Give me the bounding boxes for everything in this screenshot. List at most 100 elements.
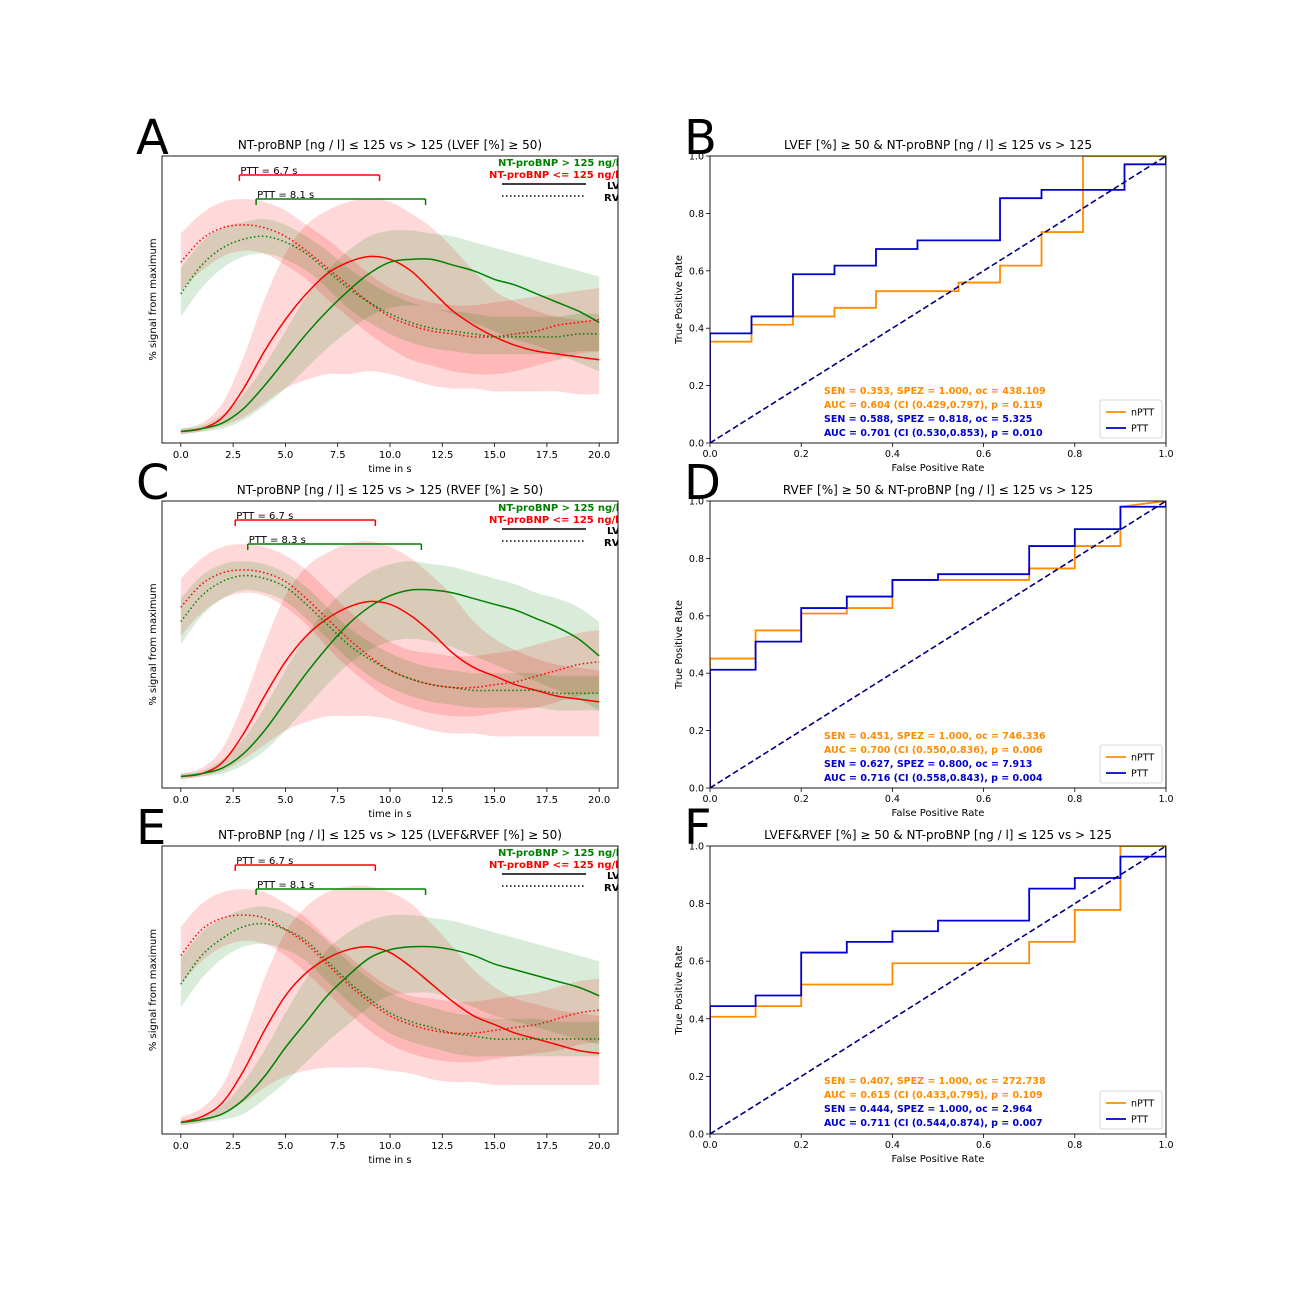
- x-tick-label: 5.0: [277, 450, 293, 461]
- x-tick-label: 0.4: [885, 794, 900, 805]
- x-tick-label: 0.8: [1067, 449, 1082, 460]
- chart-title: RVEF [%] ≥ 50 & NT-proBNP [ng / l] ≤ 125…: [783, 483, 1093, 497]
- panel-letter: E: [136, 800, 166, 856]
- legend-label: NT-proBNP <= 125 ng/l: [489, 170, 619, 181]
- axes-frame: [161, 500, 619, 789]
- panel-e: E NT-proBNP [ng / l] ≤ 125 vs > 125 (LVEF…: [136, 800, 620, 1166]
- panel-letter: F: [684, 800, 712, 856]
- stats-text: SEN = 0.451, SPEZ = 1.000, oc = 746.336: [824, 731, 1046, 742]
- rv-curve: [180, 922, 600, 1040]
- x-tick-label: 1.0: [1158, 794, 1173, 805]
- ptt-label: PTT = 8.1 s: [257, 190, 314, 201]
- y-tick-label: 0.0: [689, 784, 704, 795]
- x-axis-label: time in s: [368, 464, 411, 475]
- y-tick-label: 0.0: [689, 439, 704, 450]
- x-tick-label: 0.2: [794, 449, 809, 460]
- confidence-band: [180, 906, 600, 1057]
- plot-area: [180, 885, 600, 1126]
- axes-frame: [709, 845, 1167, 1135]
- legend-label: RV: [604, 538, 620, 549]
- x-tick-label: 17.5: [536, 795, 558, 806]
- x-tick-label: 20.0: [588, 1141, 610, 1152]
- stats-text: AUC = 0.701 (CI (0.530,0.853), p = 0.010: [824, 428, 1043, 439]
- y-tick-label: 0.2: [689, 1072, 704, 1083]
- x-tick-label: 5.0: [277, 795, 293, 806]
- legend: NT-proBNP > 125 ng/lNT-proBNP <= 125 ng/…: [489, 503, 620, 549]
- y-tick-label: 0.6: [689, 611, 704, 622]
- axes-frame: [709, 155, 1167, 444]
- y-tick-label: 0.4: [689, 669, 704, 680]
- x-tick-label: 20.0: [588, 450, 610, 461]
- roc-curve-ptt: [710, 846, 1166, 1134]
- x-tick-label: 7.5: [330, 795, 346, 806]
- panel-d: D RVEF [%] ≥ 50 & NT-proBNP [ng / l] ≤ 12…: [674, 455, 1174, 819]
- confidence-band: [180, 230, 600, 435]
- y-axis-label: True Positive Rate: [674, 600, 685, 690]
- legend: NT-proBNP > 125 ng/lNT-proBNP <= 125 ng/…: [489, 848, 620, 894]
- legend-label: nPTT: [1131, 408, 1154, 419]
- rv-curve: [180, 224, 600, 338]
- legend-label: RV: [604, 883, 620, 894]
- legend-label: PTT: [1131, 769, 1148, 780]
- y-tick-label: 0.6: [689, 266, 704, 277]
- chart-title: LVEF [%] ≥ 50 & NT-proBNP [ng / l] ≤ 125…: [784, 138, 1092, 152]
- legend-label: nPTT: [1131, 753, 1154, 764]
- confidence-band: [180, 885, 600, 1126]
- stats-text: SEN = 0.627, SPEZ = 0.800, oc = 7.913: [824, 759, 1032, 770]
- stats-text: AUC = 0.716 (CI (0.558,0.843), p = 0.004: [824, 773, 1043, 784]
- y-tick-label: 0.4: [689, 324, 704, 335]
- panel-a: A NT-proBNP [ng / l] ≤ 125 vs > 125 (LVEF…: [136, 110, 620, 475]
- stats-text: SEN = 0.444, SPEZ = 1.000, oc = 2.964: [824, 1104, 1033, 1115]
- plot-area: [710, 501, 1166, 788]
- y-tick-label: 1.0: [689, 842, 704, 853]
- x-tick-label: 0.6: [976, 449, 991, 460]
- y-axis-label: True Positive Rate: [674, 945, 685, 1035]
- x-tick-label: 0.0: [173, 1141, 189, 1152]
- roc-curve-ptt: [710, 501, 1166, 788]
- lv-curve: [180, 945, 600, 1124]
- x-tick-label: 20.0: [588, 795, 610, 806]
- lv-curve: [180, 588, 600, 778]
- stats-text: AUC = 0.615 (CI (0.433,0.795), p = 0.109: [824, 1090, 1043, 1101]
- legend-label: nPTT: [1131, 1099, 1154, 1110]
- legend-label: NT-proBNP > 125 ng/l: [498, 503, 619, 514]
- stats-text: AUC = 0.604 (CI (0.429,0.797), p = 0.119: [824, 400, 1043, 411]
- legend-label: PTT: [1131, 1115, 1148, 1126]
- x-tick-label: 0.6: [976, 1140, 991, 1151]
- confidence-band: [180, 219, 600, 355]
- legend-label: RV: [604, 193, 620, 204]
- panel-b: B LVEF [%] ≥ 50 & NT-proBNP [ng / l] ≤ 12…: [674, 110, 1174, 474]
- confidence-band: [180, 561, 600, 711]
- lv-curve: [180, 258, 600, 433]
- x-tick-label: 12.5: [431, 450, 453, 461]
- stats-text: AUC = 0.711 (CI (0.544,0.874), p = 0.007: [824, 1118, 1043, 1129]
- x-tick-label: 12.5: [431, 795, 453, 806]
- x-tick-label: 10.0: [379, 450, 401, 461]
- stats-text: SEN = 0.588, SPEZ = 0.818, oc = 5.325: [824, 414, 1032, 425]
- x-tick-label: 0.4: [885, 1140, 900, 1151]
- y-tick-label: 0.0: [689, 1130, 704, 1141]
- x-axis-label: time in s: [368, 1155, 411, 1166]
- y-tick-label: 1.0: [689, 152, 704, 163]
- panel-letter: C: [136, 455, 170, 511]
- ptt-label: PTT = 6.7 s: [236, 856, 293, 867]
- x-tick-label: 7.5: [330, 450, 346, 461]
- panel-letter: A: [136, 110, 169, 166]
- y-axis-label: % signal from maximum: [148, 238, 159, 360]
- x-tick-label: 15.0: [483, 795, 505, 806]
- stats-text: AUC = 0.700 (CI (0.550,0.836), p = 0.006: [824, 745, 1043, 756]
- plot-area: [180, 199, 600, 435]
- plot-area: [710, 846, 1166, 1134]
- ptt-label: PTT = 8.3 s: [249, 535, 306, 546]
- x-axis-label: False Positive Rate: [892, 463, 985, 474]
- y-tick-label: 0.8: [689, 899, 704, 910]
- y-tick-label: 0.2: [689, 726, 704, 737]
- chart-title: NT-proBNP [ng / l] ≤ 125 vs > 125 (LVEF …: [238, 138, 542, 152]
- legend-label: NT-proBNP > 125 ng/l: [498, 158, 619, 169]
- x-axis-label: False Positive Rate: [892, 1154, 985, 1165]
- axes-frame: [161, 155, 619, 444]
- x-tick-label: 0.6: [976, 794, 991, 805]
- lv-curve: [180, 945, 600, 1124]
- x-tick-label: 0.0: [702, 794, 717, 805]
- x-tick-label: 5.0: [277, 1141, 293, 1152]
